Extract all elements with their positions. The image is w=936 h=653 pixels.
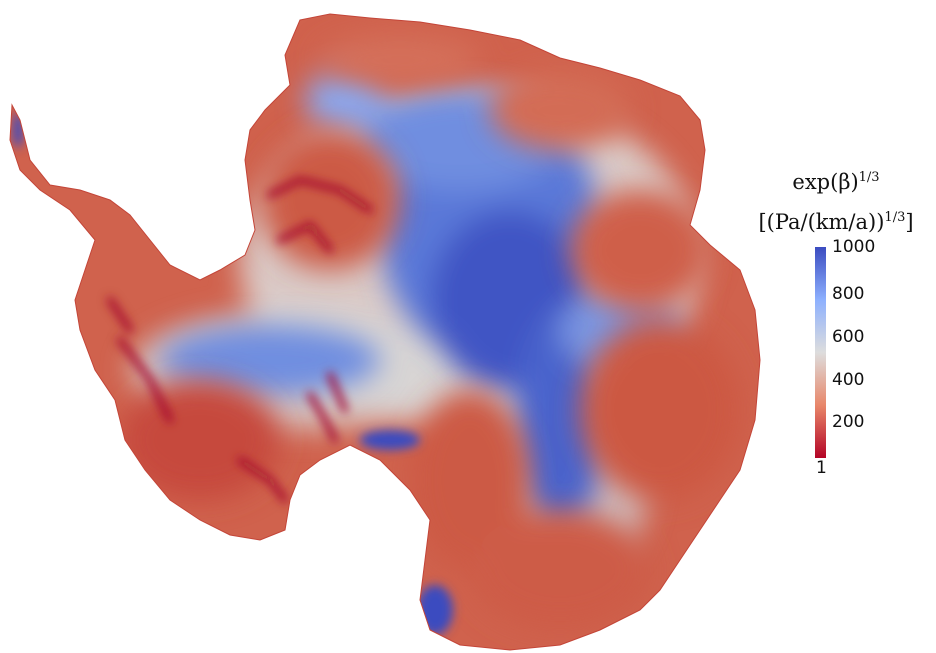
- legend-title-line1: exp(β)1/3: [738, 160, 934, 200]
- legend-title: exp(β)1/3 [(Pa/(km/a))1/3]: [738, 160, 934, 240]
- colorbar: [815, 247, 826, 458]
- colorbar-tick-1000: 1000: [832, 237, 876, 257]
- legend-units-exponent: 1/3: [884, 210, 906, 225]
- colorbar-tick-1: 1: [816, 458, 827, 478]
- colorbar-tick-800: 800: [832, 284, 865, 304]
- colorbar-tick-600: 600: [832, 327, 865, 347]
- legend-title-exponent: 1/3: [858, 170, 880, 185]
- legend-title-line2: [(Pa/(km/a))1/3]: [738, 200, 934, 240]
- legend-units-bracket: ]: [905, 210, 914, 234]
- colorbar-tick-200: 200: [832, 412, 865, 432]
- legend-units-base: [(Pa/(km/a)): [758, 210, 885, 234]
- legend-title-base: exp(β): [792, 170, 859, 194]
- colorbar-tick-400: 400: [832, 370, 865, 390]
